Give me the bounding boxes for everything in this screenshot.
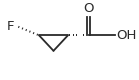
Text: OH: OH [116, 29, 136, 42]
Text: F: F [7, 20, 14, 33]
Text: O: O [84, 2, 94, 15]
